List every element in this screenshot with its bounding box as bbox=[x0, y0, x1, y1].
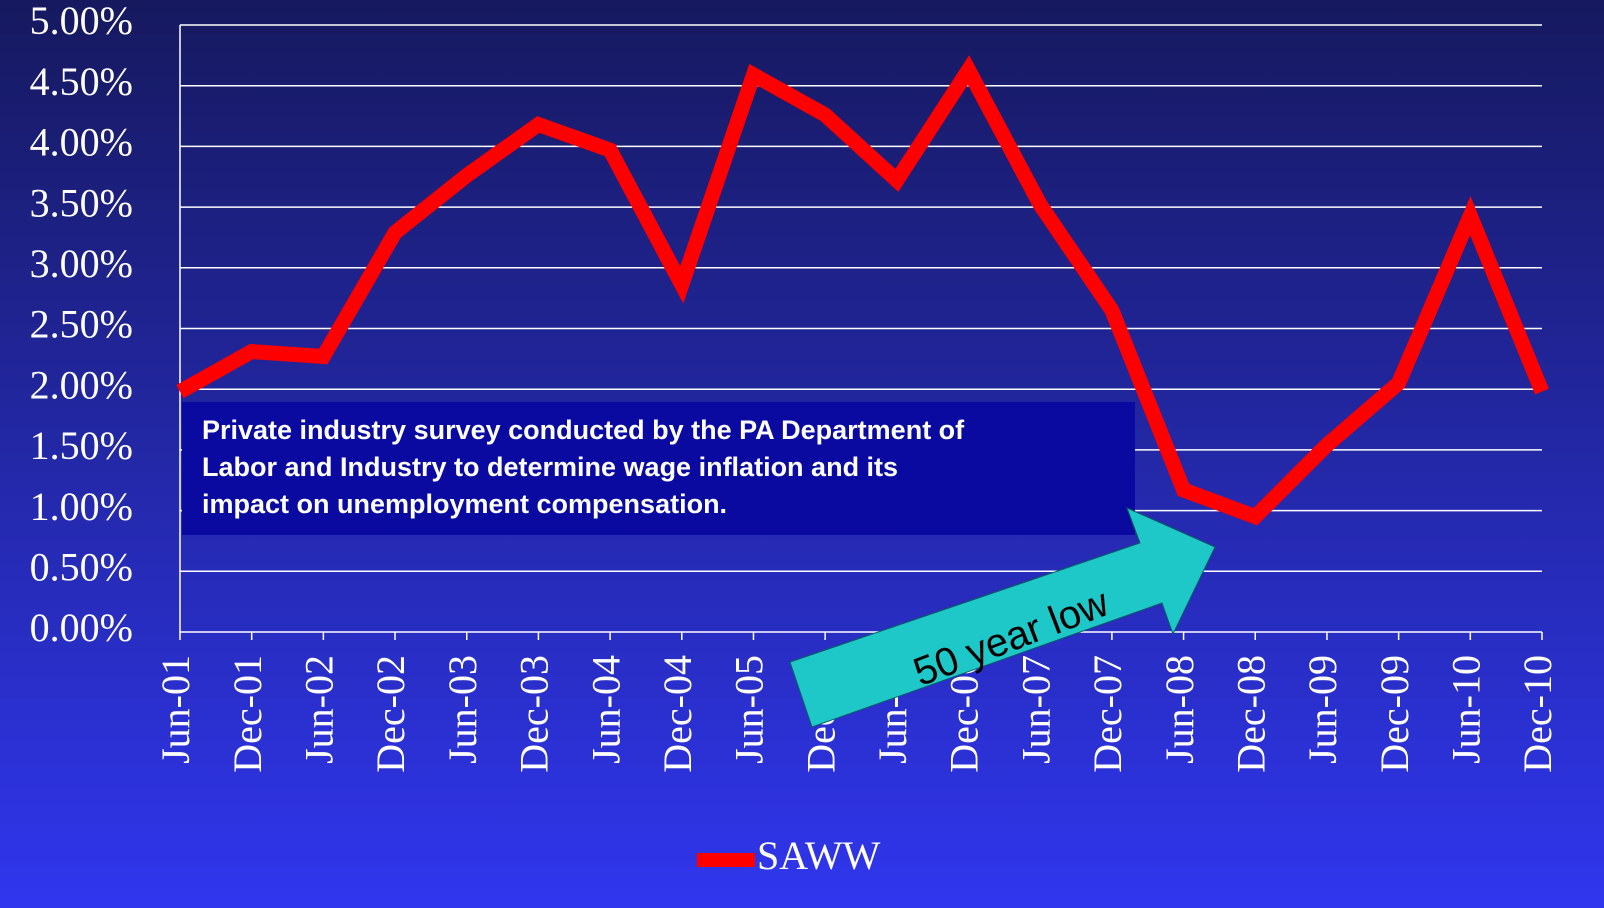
y-tick-label: 4.00% bbox=[30, 120, 133, 165]
y-tick-label: 0.50% bbox=[30, 544, 133, 589]
y-tick-label: 2.50% bbox=[30, 302, 133, 347]
x-tick-label: Dec-03 bbox=[512, 655, 557, 773]
y-tick-label: 3.00% bbox=[30, 241, 133, 286]
note-line: Private industry survey conducted by the… bbox=[202, 415, 965, 445]
y-tick-label: 5.00% bbox=[30, 0, 133, 43]
y-tick-label: 1.00% bbox=[30, 484, 133, 529]
y-tick-label: 4.50% bbox=[30, 59, 133, 104]
y-tick-label: 0.00% bbox=[30, 605, 133, 650]
y-tick-label: 2.00% bbox=[30, 362, 133, 407]
x-tick-label: Jun-09 bbox=[1300, 655, 1345, 764]
note-box bbox=[182, 402, 1135, 535]
x-tick-label: Jun-02 bbox=[297, 655, 342, 764]
y-tick-label: 3.50% bbox=[30, 180, 133, 225]
x-tick-label: Jun-03 bbox=[440, 655, 485, 764]
x-tick-label: Dec-09 bbox=[1372, 655, 1417, 773]
x-tick-label: Dec-04 bbox=[655, 655, 700, 773]
legend-label: SAWW bbox=[757, 833, 881, 878]
x-tick-label: Dec-08 bbox=[1228, 655, 1273, 773]
x-tick-label: Jun-07 bbox=[1013, 655, 1058, 764]
x-tick-label: Jun-05 bbox=[727, 655, 772, 764]
arrow bbox=[789, 507, 1216, 728]
x-tick-label: Jun-01 bbox=[153, 655, 198, 764]
note-line: impact on unemployment compensation. bbox=[202, 489, 727, 519]
y-tick-label: 1.50% bbox=[30, 423, 133, 468]
x-tick-label: Dec-10 bbox=[1515, 655, 1560, 773]
x-tick-label: Dec-07 bbox=[1085, 655, 1130, 773]
x-tick-label: Jun-10 bbox=[1443, 655, 1488, 764]
x-tick-label: Dec-01 bbox=[225, 655, 270, 773]
x-tick-label: Jun-08 bbox=[1157, 655, 1202, 764]
x-tick-label: Dec-02 bbox=[368, 655, 413, 773]
note-line: Labor and Industry to determine wage inf… bbox=[202, 452, 898, 482]
x-tick-label: Jun-04 bbox=[583, 655, 628, 764]
series-line bbox=[176, 55, 1549, 526]
